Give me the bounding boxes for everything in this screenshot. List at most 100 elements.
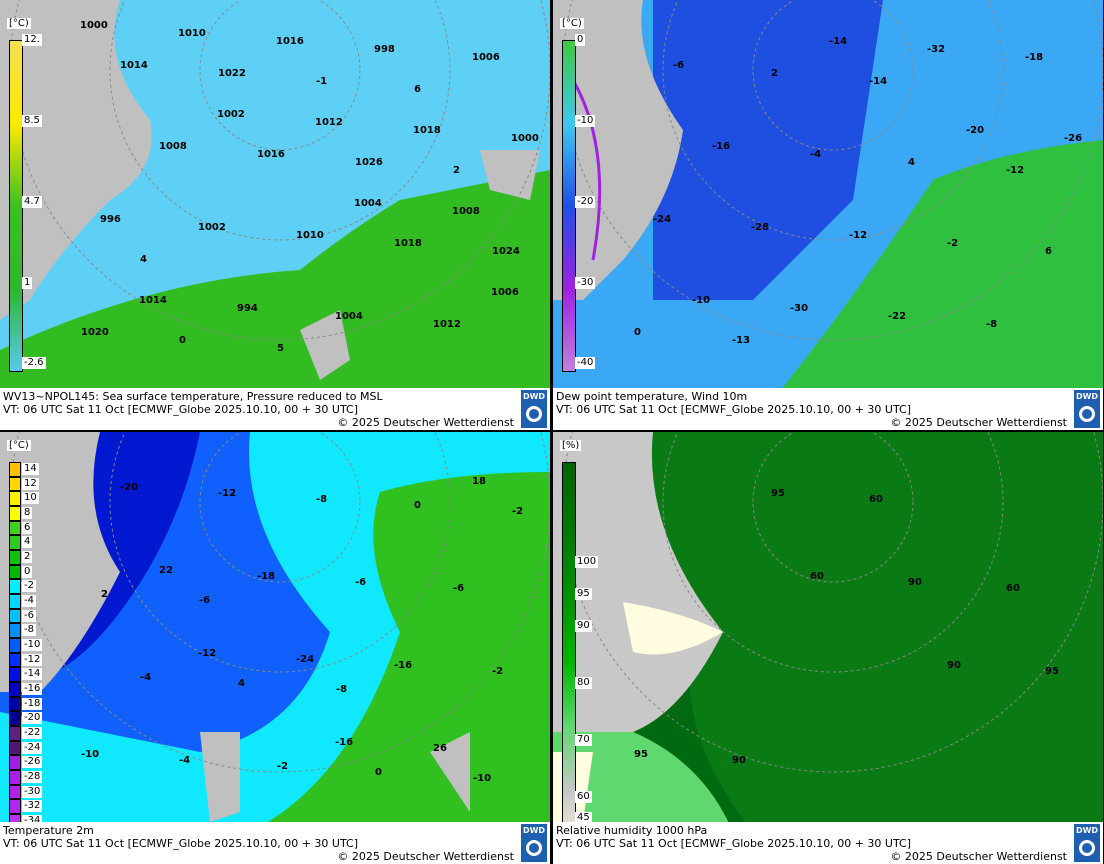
contour-label: -8 [316,494,328,505]
map-panel-3: -12 -16 18 22 -24 26 -20 -18 -16 -10 -12 -6 -2 -4 -8 -6… [0,432,550,864]
contour-label: -6 [673,60,685,71]
contour-label: -2 [947,238,959,249]
contour-label: -4 [810,149,822,160]
map-area[interactable]: 60 90 95 95 90 95 90 60 60 [%) 100 95 90 80 70 60 45 [553,432,1103,822]
contour-label: -4 [140,672,152,683]
legend-tick: -2.6 [22,357,46,370]
legend-swatch [9,711,21,726]
contour-label: 1020 [81,327,109,338]
map-area[interactable]: 1000 1002 1004 1006 1010 1012 1008 1014 1016 1018… [0,0,550,388]
legend-tick: 12. [22,34,42,46]
legend-tick: 70 [575,733,592,746]
legend-bar [562,40,576,372]
legend-bar [562,462,576,822]
legend-swatch [9,814,21,822]
contour-label: 95 [771,488,785,499]
contour-label: 4 [140,254,147,265]
legend-unit: [%) [560,440,582,451]
legend-swatch [9,682,21,697]
dwd-logo: DWD [521,824,547,862]
legend-tick: -30 [575,276,596,289]
legend-swatch [9,535,21,550]
contour-label: 95 [1045,666,1059,677]
contour-label: 2 [771,68,778,79]
contour-label: 60 [1006,583,1020,594]
legend-tick: -4 [22,595,36,607]
contour-label: 60 [869,494,883,505]
contour-label: 0 [179,335,186,346]
contour-label: -12 [1006,165,1025,176]
contour-label: -16 [335,737,354,748]
spiral-icon [1079,406,1095,422]
legend-tick: 8.5 [22,114,42,127]
legend-swatch [9,638,21,653]
contour-label: 5 [277,343,284,354]
contour-label: 1004 [354,198,382,209]
contour-label: -32 [927,44,946,55]
contour-label: 95 [634,749,648,760]
contour-label: -1 [316,76,328,87]
contour-label: 1008 [452,206,480,217]
legend-tick: -34 [22,815,43,822]
contour-label: -4 [179,755,191,766]
contour-label: 4 [908,157,915,168]
legend-tick: -40 [575,357,596,370]
legend-tick: -24 [22,741,43,754]
caption-copyright: © 2025 Deutscher Wetterdienst [337,416,514,429]
contour-label: -14 [829,36,848,47]
contour-label: -18 [257,571,276,582]
map-panel-4: 60 90 95 95 90 95 90 60 60 [%) 100 95 90 80 70 60 45 R… [553,432,1103,864]
legend-unit: [°C) [7,18,31,29]
contour-label: 90 [732,755,746,766]
caption-title: Dew point temperature, Wind 10m [556,390,748,403]
legend-tick: 1 [22,276,33,289]
legend-tick: -32 [22,800,43,813]
dwd-logo: DWD [521,390,547,428]
map-image [0,432,550,822]
legend-tick: -30 [22,785,43,798]
legend-swatch [9,623,21,638]
legend-swatch [9,564,21,580]
contour-label: -10 [473,773,492,784]
contour-label: 0 [414,500,421,511]
contour-label: -14 [869,76,888,87]
legend-swatch [9,726,21,741]
contour-label: 1002 [198,222,226,233]
legend-swatch [9,755,21,770]
contour-label: 1014 [139,295,167,306]
legend-swatch [9,696,21,712]
contour-label: -13 [732,335,751,346]
contour-label: 26 [433,743,447,754]
legend-swatch [9,667,21,682]
contour-label: -6 [355,577,367,588]
contour-label: 1002 [217,109,245,120]
map-area[interactable]: -12 -16 18 22 -24 26 -20 -18 -16 -10 -12 -6 -2 -4 -8 -6… [0,432,550,822]
color-legend: [°C) 0 -10 -20 -30 -40 [558,0,608,388]
legend-swatch [9,506,21,521]
spiral-icon [526,840,542,856]
legend-tick: -28 [22,771,43,783]
legend-swatch [9,652,21,668]
spiral-icon [1079,840,1095,856]
legend-tick: -22 [22,727,43,739]
map-image [553,432,1103,822]
caption-title: WV13~NPOL145: Sea surface temperature, P… [3,390,383,403]
contour-label: 2 [101,589,108,600]
contour-label: 90 [947,660,961,671]
legend-swatch [9,462,21,477]
contour-label: 1010 [296,230,324,241]
contour-label: 1000 [80,20,108,31]
contour-label: 0 [634,327,641,338]
legend-bar [9,40,23,372]
contour-label: 1012 [433,319,461,330]
contour-label: -28 [751,222,770,233]
contour-label: 1008 [159,141,187,152]
contour-label: 1018 [394,238,422,249]
contour-label: 996 [100,214,121,225]
contour-label: 1018 [413,125,441,136]
legend-swatch [9,579,21,594]
contour-label: 994 [237,303,258,314]
map-area[interactable]: -10 -14 -20 -24 -30 -32 -26 -28 -22 -18 -16 -12 -8 -6… [553,0,1103,388]
caption-copyright: © 2025 Deutscher Wetterdienst [890,850,1067,863]
legend-tick: -14 [22,668,43,681]
